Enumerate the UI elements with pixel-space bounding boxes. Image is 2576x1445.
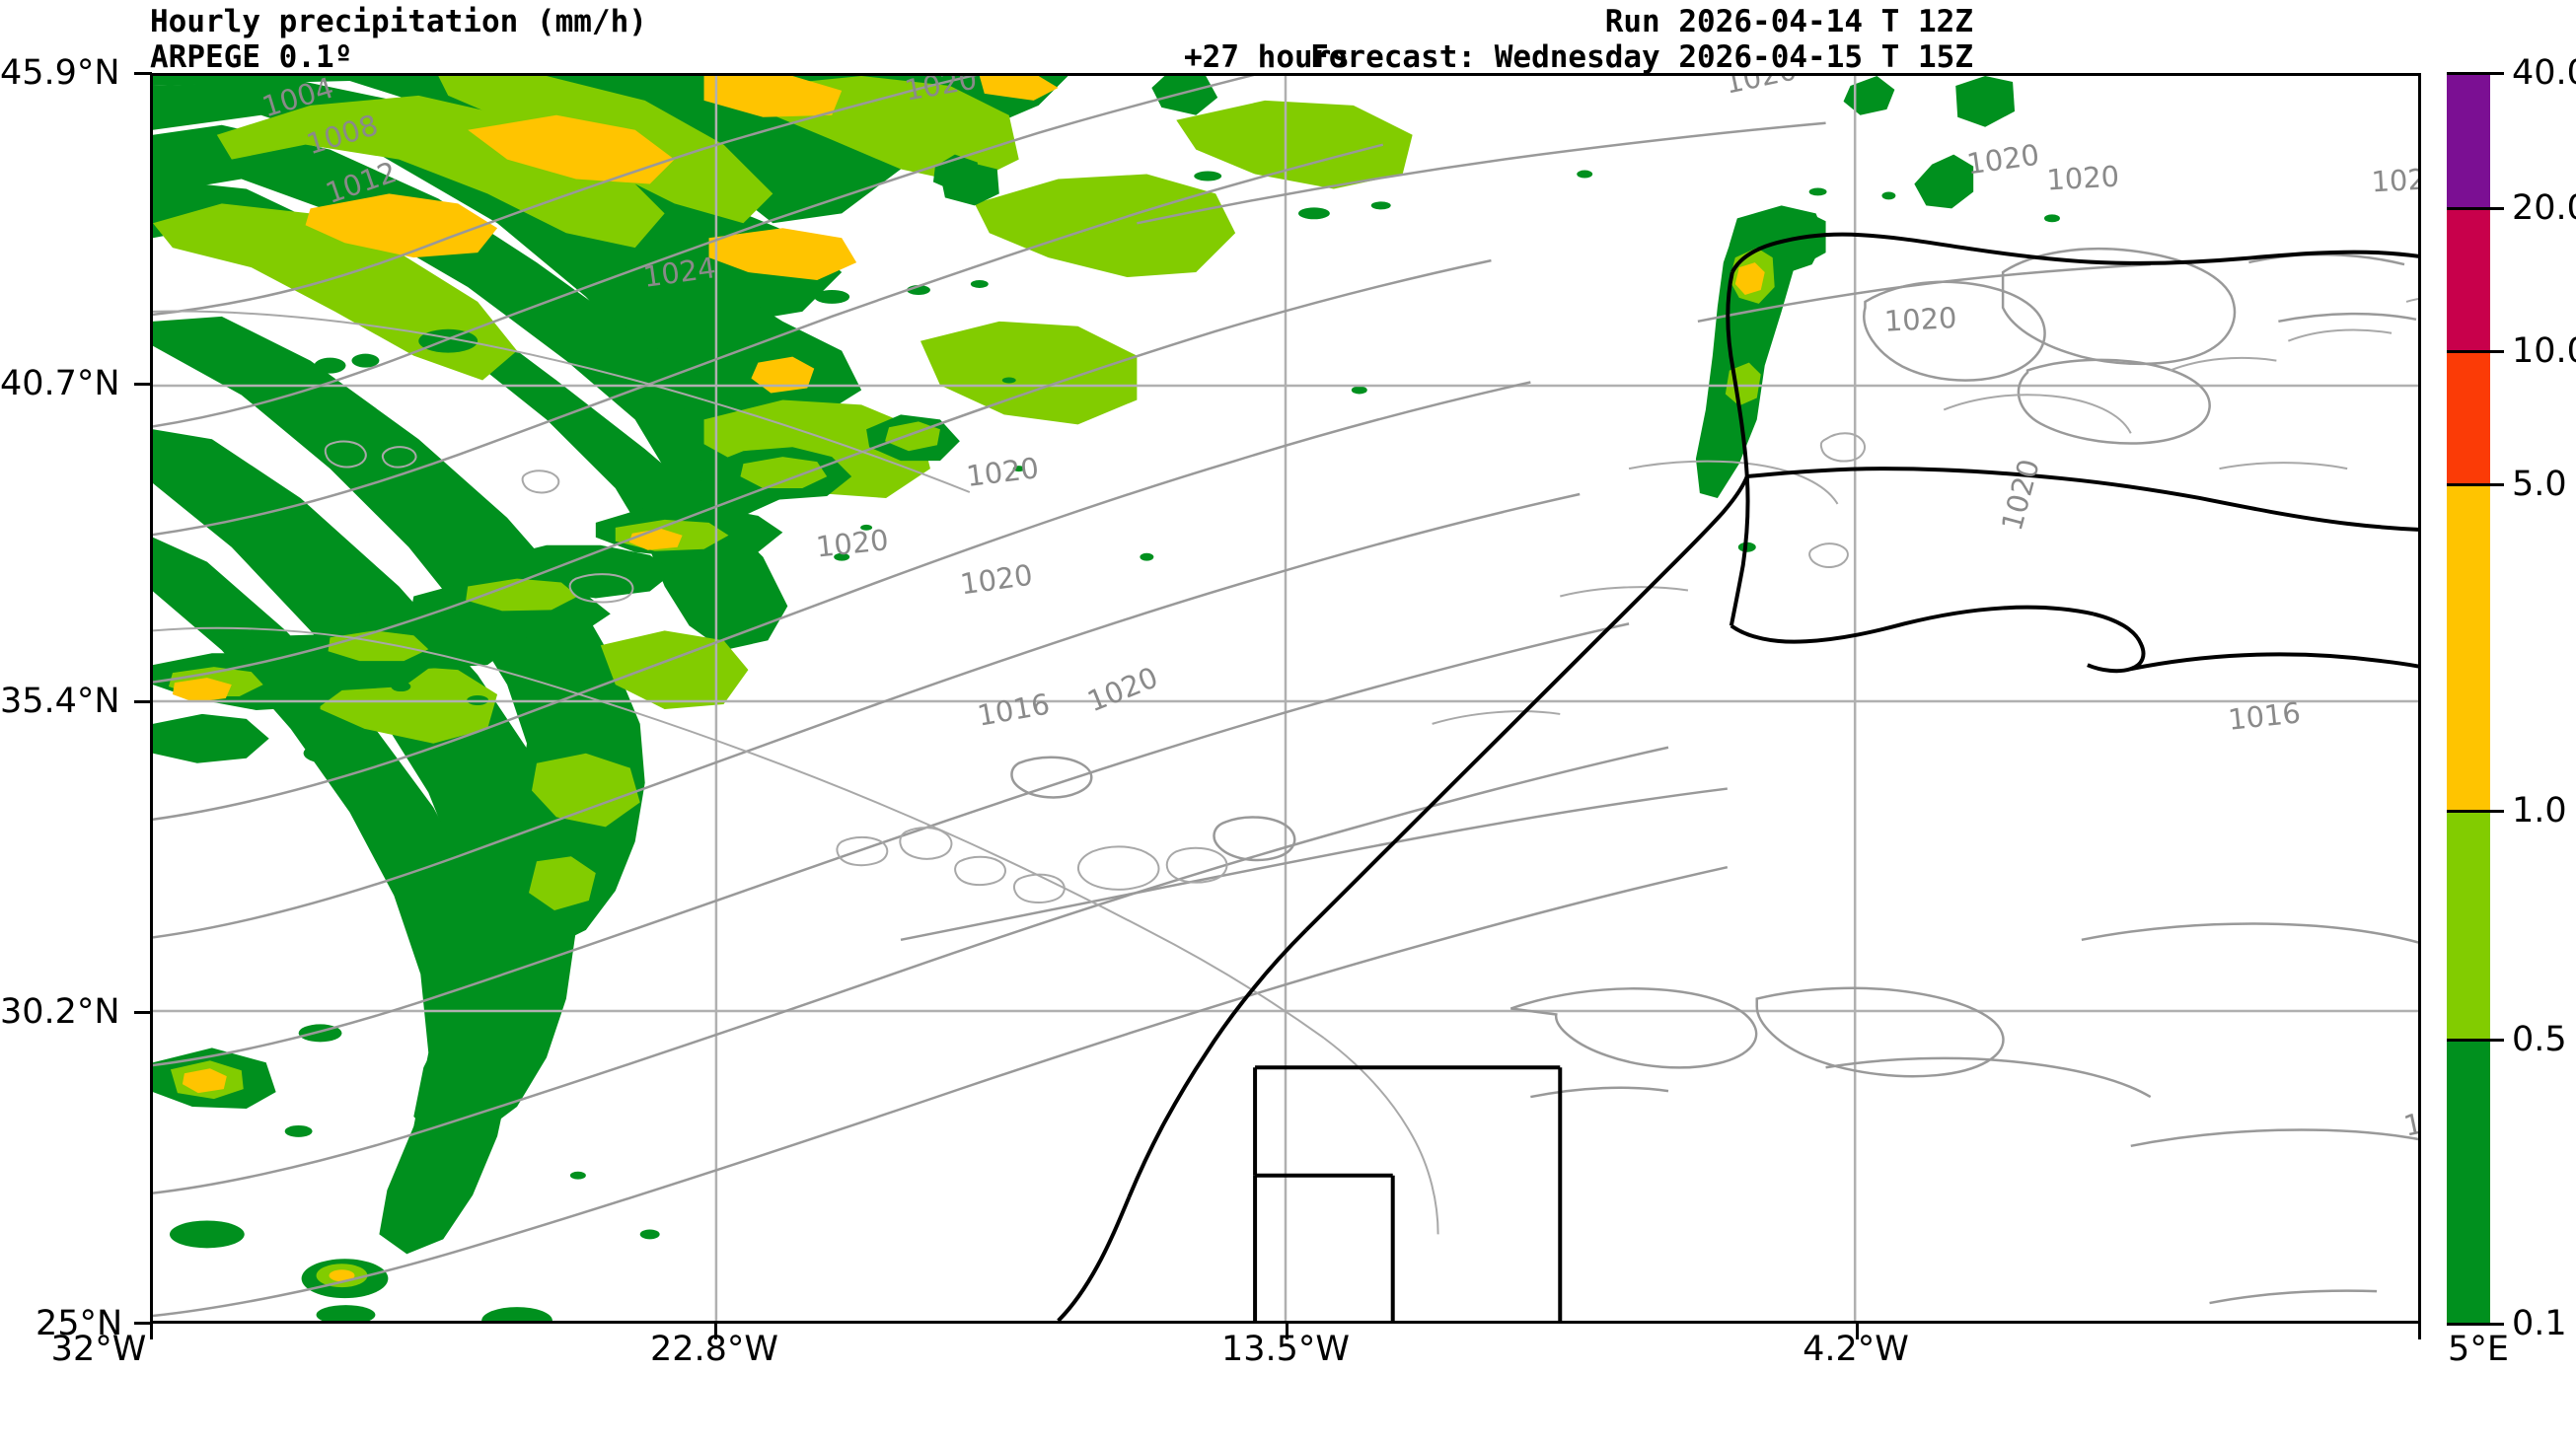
colorbar-label-10: 10.0 <box>2512 331 2576 371</box>
map-plot-area[interactable]: 1004 1008 1012 1020 1020 1020 1020 1024 … <box>150 73 2421 1324</box>
colorbar-tick-10 <box>2447 350 2504 353</box>
model-label: ARPEGE 0.1º <box>150 39 353 75</box>
colorbar-tick-40 <box>2447 72 2504 75</box>
colorbar-band-0.5 <box>2447 1039 2490 1324</box>
svg-text:1020: 1020 <box>1995 456 2046 535</box>
colorbar-tick-1 <box>2447 810 2504 813</box>
run-timestamp-label: Run 2026-04-14 T 12Z <box>1604 4 1973 39</box>
xtick-mark-3 <box>1856 1324 1859 1339</box>
colorbar-label-0.1: 0.1 <box>2512 1304 2567 1343</box>
map-canvas: 1004 1008 1012 1020 1020 1020 1020 1024 … <box>153 76 2418 1321</box>
svg-text:1020: 1020 <box>2371 162 2418 199</box>
xtick-label-0: 32°W <box>50 1330 147 1369</box>
xtick-mark-4 <box>2418 1324 2421 1339</box>
ytick-label-2: 35.4°N <box>0 682 120 721</box>
xtick-mark-2 <box>1286 1324 1288 1339</box>
colorbar-tick-0.5 <box>2447 1039 2504 1042</box>
colorbar-label-40: 40.0 <box>2512 53 2576 93</box>
svg-text:1020: 1020 <box>1082 660 1162 718</box>
svg-text:1020: 1020 <box>958 558 1035 602</box>
colorbar-label-1: 1.0 <box>2512 791 2567 831</box>
colorbar-label-20: 20.0 <box>2512 188 2576 228</box>
svg-text:1020: 1020 <box>2046 160 2120 197</box>
colorbar[interactable] <box>2447 73 2490 1324</box>
colorbar-label-5: 5.0 <box>2512 465 2567 504</box>
xtick-mark-0 <box>150 1324 153 1339</box>
ytick-label-4: 25°N <box>36 1304 123 1343</box>
svg-text:1020: 1020 <box>1964 138 2041 181</box>
svg-text:1020: 1020 <box>814 523 890 563</box>
ytick-label-1: 40.7°N <box>0 364 120 403</box>
svg-text:1020: 1020 <box>1722 76 1800 101</box>
isobar-contours <box>153 76 2418 1318</box>
svg-text:1020: 1020 <box>965 451 1041 493</box>
xtick-mark-1 <box>714 1324 717 1339</box>
colorbar-tick-5 <box>2447 483 2504 486</box>
page-title: Hourly precipitation (mm/h) <box>150 4 647 39</box>
colorbar-band-40 <box>2447 73 2490 208</box>
xtick-label-4: 5°E <box>2448 1330 2509 1369</box>
svg-text:1020: 1020 <box>1883 301 1957 338</box>
colorbar-label-0.5: 0.5 <box>2512 1020 2567 1059</box>
svg-text:1016: 1016 <box>2227 695 2303 736</box>
ytick-mark-4 <box>134 1322 152 1325</box>
colorbar-band-10 <box>2447 350 2490 483</box>
ytick-label-3: 30.2°N <box>0 992 120 1032</box>
ytick-label-0: 45.9°N <box>0 53 120 93</box>
colorbar-band-1 <box>2447 810 2490 1040</box>
ytick-mark-0 <box>134 72 152 75</box>
precip-layer <box>153 76 2060 1321</box>
ytick-mark-1 <box>134 383 152 386</box>
secondary-coastlines <box>153 298 2418 1235</box>
svg-text:1016: 1016 <box>975 687 1052 733</box>
coastline <box>1057 232 2418 1321</box>
forecast-valid-label: Forecast: Wednesday 2026-04-15 T 15Z <box>1310 39 1973 75</box>
lead-time-label: +27 hours <box>1184 39 1350 75</box>
colorbar-band-5 <box>2447 482 2490 811</box>
colorbar-tick-20 <box>2447 207 2504 210</box>
ytick-mark-2 <box>134 700 152 703</box>
colorbar-tick-0.1 <box>2447 1323 2504 1326</box>
ytick-mark-3 <box>134 1011 152 1014</box>
colorbar-band-20 <box>2447 207 2490 350</box>
